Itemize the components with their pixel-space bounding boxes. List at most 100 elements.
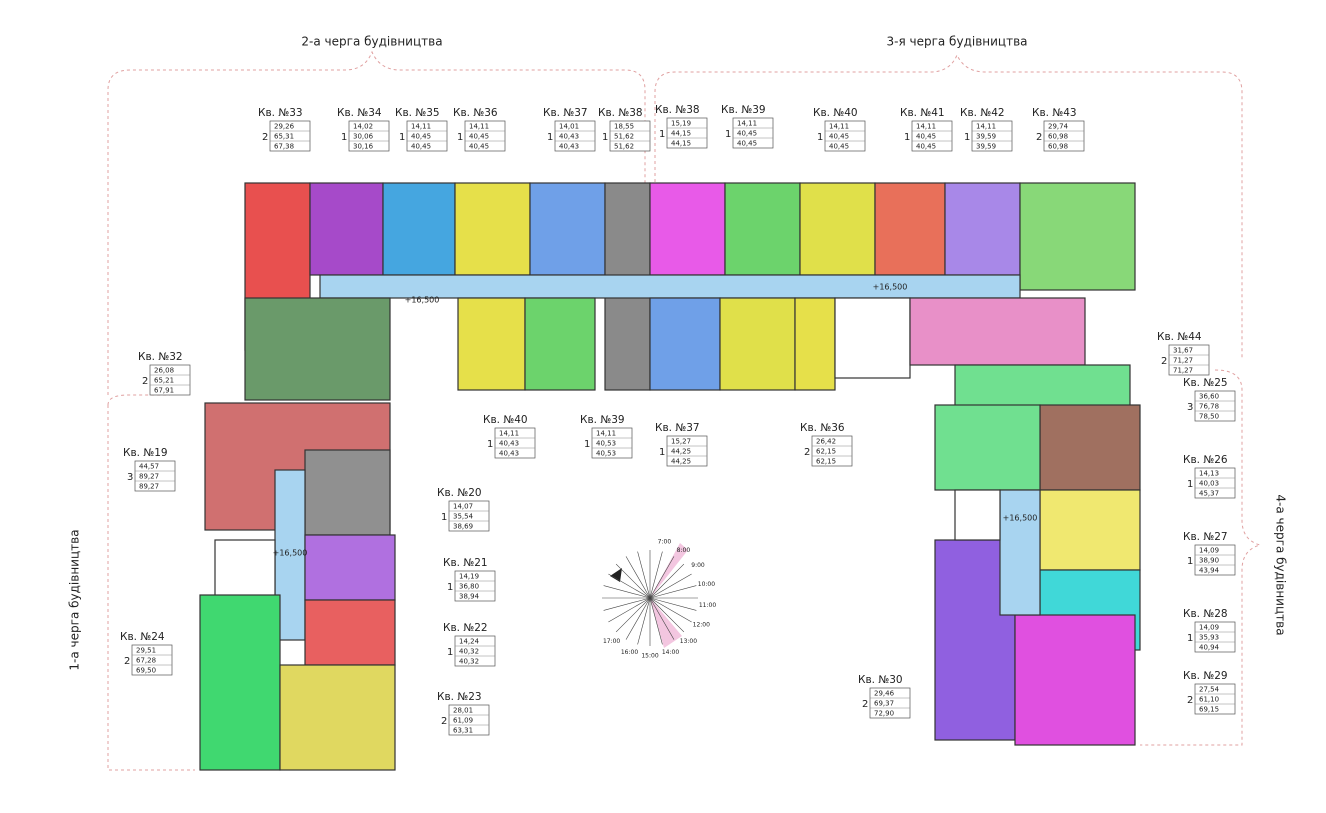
apartment-block	[214, 539, 276, 601]
area-value: 14,24	[459, 638, 480, 646]
area-value: 51,62	[614, 133, 634, 141]
compass-hour: 12:00	[693, 622, 710, 629]
area-value: 18,55	[614, 123, 634, 131]
apartment-number: Кв. №20	[437, 487, 482, 499]
compass-hour: 9:00	[691, 562, 705, 569]
apartment-block	[724, 182, 801, 276]
area-value: 40,45	[916, 133, 936, 141]
room-count: 2	[1161, 356, 1167, 367]
compass-ray	[625, 597, 651, 640]
compass-hour: 17:00	[603, 638, 620, 645]
sun-sector	[650, 543, 688, 598]
compass-ray	[649, 597, 692, 623]
apartment-block	[649, 182, 726, 276]
apartment-number: Кв. №28	[1183, 608, 1228, 620]
area-value: 14,07	[453, 503, 473, 511]
area-value: 89,27	[139, 473, 159, 481]
area-value: 35,93	[1199, 634, 1219, 642]
compass-ray	[603, 597, 651, 611]
info-box	[406, 120, 448, 152]
area-value: 14,11	[976, 123, 996, 131]
area-value: 60,98	[1048, 143, 1068, 151]
area-value: 71,27	[1173, 367, 1193, 375]
compass-hour: 15:00	[641, 653, 658, 660]
apartment-block	[279, 664, 396, 771]
area-value: 14,09	[1199, 547, 1219, 555]
area-value: 14,11	[737, 120, 757, 128]
apartment-block	[1039, 404, 1141, 491]
area-value: 72,90	[874, 710, 894, 718]
compass-ray	[649, 597, 685, 633]
building-blocks	[199, 182, 1141, 771]
room-count: 2	[142, 376, 148, 387]
area-value: 40,43	[499, 440, 519, 448]
compass-hour: 11:00	[699, 602, 716, 609]
compass-ray	[649, 585, 697, 599]
room-count: 1	[457, 132, 463, 143]
elevation-mark: +16,500	[273, 549, 308, 558]
compass-ray	[615, 597, 651, 633]
area-value: 38,94	[459, 593, 480, 601]
area-value: 40,45	[829, 143, 849, 151]
compass-ray	[615, 563, 651, 599]
elevation-mark: +16,500	[873, 283, 908, 292]
apartment-number: Кв. №25	[1183, 377, 1228, 389]
area-value: 69,37	[874, 700, 894, 708]
area-value: 62,15	[816, 448, 836, 456]
area-value: 61,09	[453, 717, 473, 725]
area-value: 40,94	[1199, 644, 1220, 652]
apartment-number: Кв. №29	[1183, 670, 1228, 682]
room-count: 3	[1187, 402, 1193, 413]
room-count: 1	[1187, 479, 1193, 490]
info-box	[1194, 544, 1236, 576]
room-count: 1	[659, 129, 665, 140]
area-value: 65,21	[154, 377, 174, 385]
area-value: 14,01	[559, 123, 579, 131]
info-box	[269, 120, 311, 152]
area-value: 40,53	[596, 450, 616, 458]
apartment-block	[934, 404, 1041, 491]
info-box	[1043, 120, 1085, 152]
area-value: 26,08	[154, 367, 174, 375]
area-value: 28,01	[453, 707, 473, 715]
apartment-block	[954, 489, 1001, 541]
info-box	[824, 120, 866, 152]
apartment-block	[794, 297, 836, 391]
area-value: 36,80	[459, 583, 479, 591]
apartment-number: Кв. №41	[900, 107, 945, 119]
apartment-number: Кв. №39	[580, 414, 625, 426]
apartment-block	[719, 297, 796, 391]
room-count: 2	[441, 716, 447, 727]
area-value: 40,43	[559, 143, 579, 151]
apartment-block	[834, 297, 911, 379]
compass-ray	[649, 551, 663, 599]
area-value: 40,43	[559, 133, 579, 141]
area-value: 65,31	[274, 133, 294, 141]
area-value: 44,25	[671, 448, 691, 456]
apartment-number: Кв. №39	[721, 104, 766, 116]
apartment-block	[304, 599, 396, 666]
area-value: 67,38	[274, 143, 294, 151]
phase-boundaries	[107, 50, 1262, 771]
compass-ray	[608, 597, 651, 623]
area-value: 15,27	[671, 438, 691, 446]
area-value: 39,59	[976, 133, 996, 141]
area-value: 69,15	[1199, 706, 1219, 714]
area-value: 35,54	[453, 513, 474, 521]
apartment-number: Кв. №27	[1183, 531, 1228, 543]
area-value: 29,46	[874, 690, 895, 698]
info-box	[911, 120, 953, 152]
apartment-number: Кв. №36	[453, 107, 498, 119]
area-value: 40,45	[916, 143, 936, 151]
room-count: 1	[725, 129, 731, 140]
info-box	[811, 435, 853, 467]
area-value: 61,10	[1199, 696, 1219, 704]
apartment-block	[649, 297, 721, 391]
area-value: 14,02	[353, 123, 373, 131]
area-value: 15,19	[671, 120, 691, 128]
apartment-block	[304, 534, 396, 601]
compass-ray	[649, 597, 663, 645]
area-value: 31,67	[1173, 347, 1193, 355]
apartment-number: Кв. №30	[858, 674, 903, 686]
